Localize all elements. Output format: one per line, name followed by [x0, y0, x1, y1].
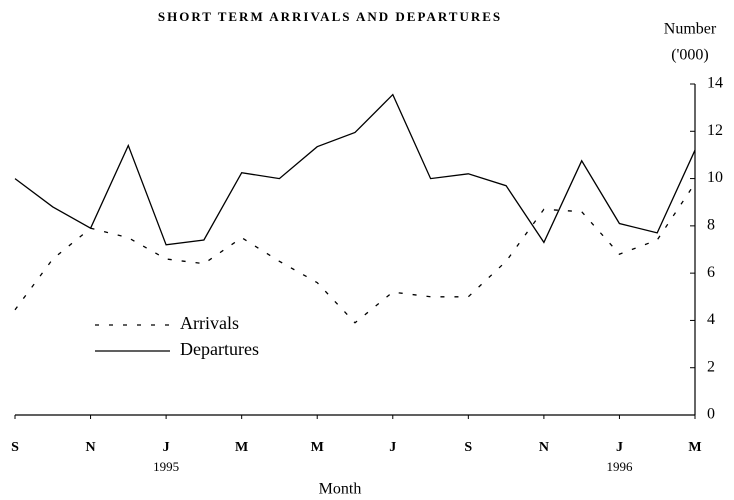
- x-tick-label: S: [464, 440, 472, 455]
- x-tick-label: N: [85, 440, 95, 455]
- y-tick-label: 12: [707, 122, 723, 139]
- x-tick-label: N: [539, 440, 549, 455]
- x-tick-label: M: [311, 440, 324, 455]
- series-line: [14, 93, 696, 246]
- y-tick-label: 10: [707, 169, 723, 186]
- y-tick-label: 0: [707, 406, 715, 423]
- series-line: [14, 182, 696, 324]
- legend-label: Arrivals: [180, 313, 239, 333]
- x-tick-label: J: [163, 440, 170, 455]
- year-annotation: 1996: [606, 459, 633, 474]
- y-tick-label: 2: [707, 358, 715, 375]
- x-tick-label: M: [235, 440, 248, 455]
- chart-title: SHORT TERM ARRIVALS AND DEPARTURES: [158, 9, 502, 24]
- x-axis-label: Month: [319, 481, 362, 498]
- y-axis-label: Number: [664, 21, 717, 38]
- year-annotation: 1995: [153, 459, 179, 474]
- x-tick-label: S: [11, 440, 19, 455]
- x-tick-label: J: [616, 440, 623, 455]
- y-tick-label: 4: [707, 311, 715, 328]
- legend-label: Departures: [180, 339, 259, 359]
- y-tick-label: 8: [707, 217, 715, 234]
- y-tick-label: 14: [707, 75, 723, 92]
- x-tick-label: M: [688, 440, 701, 455]
- y-axis-label: ('000): [671, 47, 709, 64]
- x-tick-label: J: [389, 440, 396, 455]
- y-tick-label: 6: [707, 264, 715, 281]
